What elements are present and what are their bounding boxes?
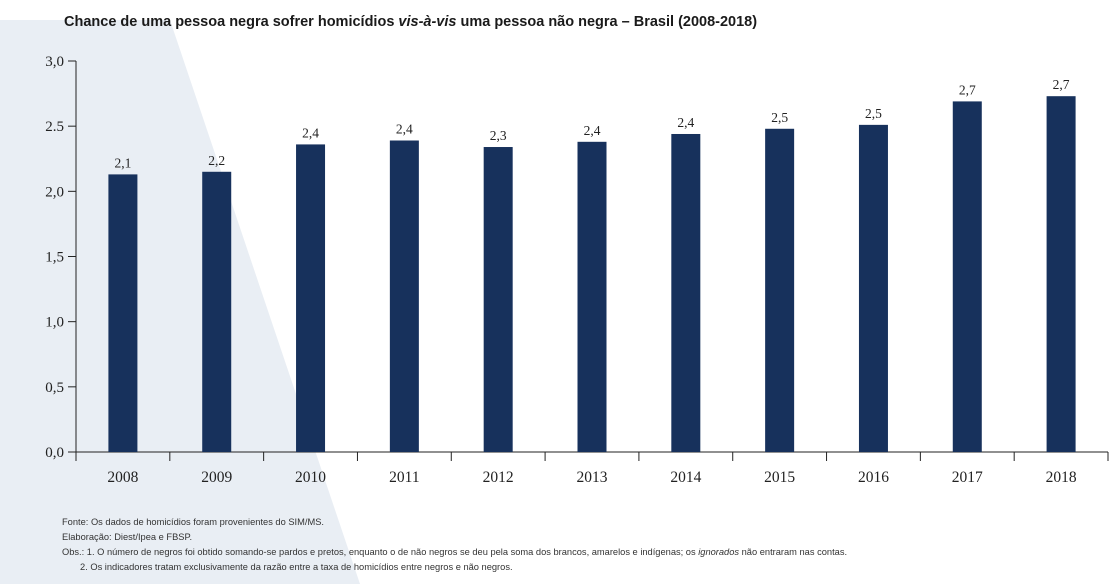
bar — [858, 124, 888, 452]
x-tick-label: 2015 — [764, 469, 795, 486]
x-tick-label: 2010 — [295, 469, 326, 486]
y-tick-label: 0,5 — [45, 380, 64, 396]
bar-data-label: 2,7 — [1053, 77, 1070, 92]
bar-data-label: 2,2 — [208, 153, 225, 168]
chart-title-italic: vis-à-vis — [398, 14, 457, 30]
obs-note-1-end: não entraram nas contas. — [739, 547, 848, 557]
bar — [952, 101, 982, 453]
chart-title: Chance de uma pessoa negra sofrer homicí… — [64, 14, 757, 30]
y-tick-label: 2,0 — [45, 184, 64, 200]
x-tick-label: 2018 — [1046, 469, 1077, 486]
y-tick-label: 0,0 — [45, 445, 64, 461]
chart-title-suffix: uma pessoa não negra – Brasil (2008-2018… — [456, 14, 758, 30]
bar — [389, 140, 419, 452]
elaboration-note: Elaboração: Diest/Ipea e FBSP. — [62, 532, 193, 542]
bar-data-label: 2,1 — [114, 155, 131, 170]
x-tick-label: 2017 — [952, 469, 983, 486]
bar-data-label: 2,4 — [677, 115, 694, 130]
chart-notes: Fonte: Os dados de homicídios foram prov… — [62, 515, 847, 575]
bar — [296, 144, 326, 452]
bar-data-label: 2,5 — [865, 106, 882, 121]
x-tick-label: 2008 — [107, 469, 138, 486]
x-tick-label: 2011 — [389, 469, 419, 486]
y-tick-label: 1,5 — [45, 250, 64, 266]
bar-data-label: 2,3 — [490, 128, 507, 143]
x-tick-label: 2012 — [483, 469, 514, 486]
x-tick-label: 2014 — [670, 469, 701, 486]
bar — [108, 174, 138, 452]
obs-note-1-start: Obs.: 1. O número de negros foi obtido s… — [62, 547, 699, 557]
bar — [671, 133, 701, 452]
bar — [577, 141, 607, 452]
bar-data-label: 2,4 — [302, 125, 319, 140]
obs-note-2: 2. Os indicadores tratam exclusivamente … — [80, 562, 513, 572]
obs-note-1-italic: ignorados — [698, 547, 740, 557]
bar — [1046, 96, 1076, 452]
bar-chart: 0,0 0,5 1,0 1,5 2,0 2.5 3,0 2,1 2008 2,2 2009 2,4 20… — [45, 54, 1109, 486]
x-tick-label: 2016 — [858, 469, 889, 486]
bar — [765, 128, 795, 453]
obs-note-1: Obs.: 1. O número de negros foi obtido s… — [62, 545, 847, 560]
y-tick-label: 2.5 — [45, 119, 64, 135]
bar — [483, 147, 513, 452]
bar-data-label: 2,4 — [396, 122, 413, 137]
y-tick-label: 1,0 — [45, 315, 64, 331]
source-note: Fonte: Os dados de homicídios foram prov… — [62, 517, 324, 527]
bar-data-label: 2,4 — [584, 123, 601, 138]
bar-data-label: 2,7 — [959, 82, 976, 97]
bar-data-label: 2,5 — [771, 110, 788, 125]
x-tick-label: 2009 — [201, 469, 232, 486]
y-tick-label: 3,0 — [45, 54, 64, 70]
x-tick-label: 2013 — [577, 469, 608, 486]
bar — [202, 171, 232, 453]
chart-title-prefix: Chance de uma pessoa negra sofrer homicí… — [64, 14, 399, 30]
